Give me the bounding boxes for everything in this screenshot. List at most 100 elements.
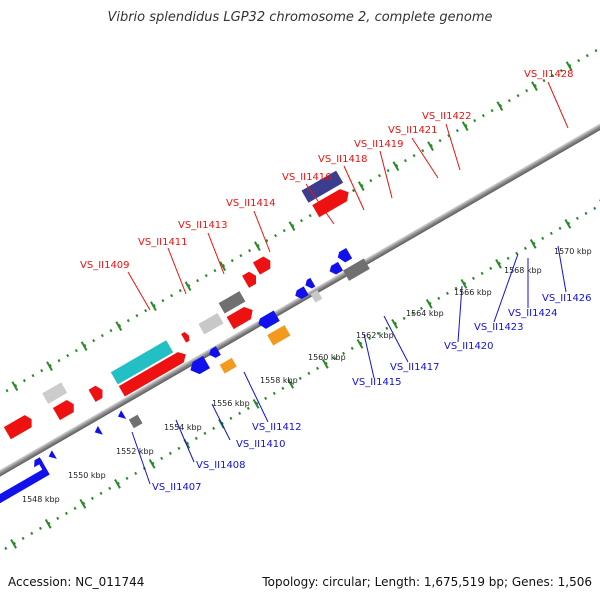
outer-track-ticks: [11, 61, 573, 391]
track-tick: [565, 61, 573, 71]
gene-arrow[interactable]: [181, 331, 191, 343]
gene-label[interactable]: VS_II1412: [252, 422, 302, 433]
gene-arrow[interactable]: [303, 277, 316, 291]
track-tick: [148, 459, 156, 469]
scale-tick-label: 1560 kbp: [308, 353, 346, 362]
track-tick: [11, 381, 19, 391]
gene-arrow[interactable]: [47, 450, 57, 462]
gene-label[interactable]: VS_II1428: [524, 69, 574, 80]
gene-arrow[interactable]: [336, 247, 353, 264]
scale-tick-label: 1554 kbp: [164, 423, 202, 432]
gene-arrow[interactable]: [252, 255, 274, 275]
track-tick: [253, 241, 261, 251]
gene-block[interactable]: [301, 170, 344, 203]
gene-label[interactable]: VS_II1408: [196, 460, 246, 471]
scale-tick-label: 1562 kbp: [356, 331, 394, 340]
track-tick: [114, 479, 121, 489]
scale-tick-label: 1566 kbp: [454, 288, 492, 297]
gene-label[interactable]: VS_II1422: [422, 111, 472, 122]
inner-dotted-track: [0, 127, 600, 590]
map-title: Vibrio splendidus LGP32 chromosome 2, co…: [107, 10, 493, 25]
scale-tick-label: 1548 kbp: [22, 495, 60, 504]
gene-block[interactable]: [219, 357, 237, 374]
track-tick: [184, 281, 192, 291]
gene-label[interactable]: VS_II1419: [354, 139, 404, 150]
genome-summary-text: Topology: circular; Length: 1,675,519 bp…: [262, 575, 592, 589]
track-tick: [461, 121, 469, 131]
track-tick: [115, 321, 123, 331]
gene-arrow[interactable]: [3, 413, 35, 440]
inner-track-ticks: [10, 199, 600, 549]
gene-arrow[interactable]: [0, 457, 43, 493]
gene-label[interactable]: VS_II1414: [226, 198, 276, 209]
track-tick: [79, 499, 87, 509]
gene-label[interactable]: VS_II1421: [388, 125, 438, 136]
gene-label[interactable]: VS_II1409: [80, 260, 130, 271]
track-tick: [564, 219, 572, 229]
gene-label[interactable]: VS_II1424: [508, 308, 558, 319]
gene-label[interactable]: VS_II1423: [474, 322, 524, 333]
gene-block[interactable]: [42, 382, 68, 404]
gene-label[interactable]: VS_II1411: [138, 237, 188, 248]
accession-text: Accession: NC_011744: [8, 575, 145, 589]
label-leaders-bottom: [131, 245, 567, 485]
gene-label[interactable]: VS_II1415: [352, 377, 402, 388]
track-tick: [44, 519, 52, 529]
scale-tick-label: 1556 kbp: [212, 399, 250, 408]
track-tick: [425, 299, 433, 309]
gene-label[interactable]: VS_II1418: [318, 154, 368, 165]
forward-strand-features: [3, 170, 352, 440]
scale-tick-label: 1564 kbp: [406, 309, 444, 318]
track-tick: [357, 181, 365, 191]
gene-labels-top: VS_II1409 VS_II1411 VS_II1413 VS_II1414 VS_I…: [80, 69, 574, 271]
gene-arrow[interactable]: [118, 349, 189, 397]
track-tick: [252, 399, 260, 409]
track-tick: [321, 359, 329, 369]
gene-block[interactable]: [310, 290, 323, 303]
scale-tick-label: 1570 kbp: [554, 247, 592, 256]
track-tick: [288, 221, 296, 231]
gene-block[interactable]: [198, 313, 224, 335]
track-tick: [460, 279, 468, 289]
track-tick: [46, 361, 53, 371]
scale-tick-label: 1552 kbp: [116, 447, 154, 456]
gene-arrow[interactable]: [93, 425, 103, 438]
gene-block[interactable]: [128, 414, 143, 429]
gene-arrow[interactable]: [52, 398, 77, 421]
reverse-strand-features: [0, 247, 370, 508]
gene-block[interactable]: [267, 325, 291, 346]
scale-tick-label: 1568 kbp: [504, 266, 542, 275]
gene-arrow[interactable]: [226, 304, 257, 330]
chromosome-backbone: [0, 67, 600, 533]
gene-arrow[interactable]: [312, 186, 352, 218]
gene-arrow[interactable]: [207, 346, 221, 360]
gene-block[interactable]: [110, 340, 174, 385]
gene-label[interactable]: VS_II1416: [282, 172, 332, 183]
gene-labels-bottom: VS_II1407 VS_II1408 VS_II1410 VS_II1412 VS_I…: [152, 293, 592, 493]
track-tick: [287, 379, 295, 389]
gene-arrow[interactable]: [328, 261, 344, 277]
gene-label[interactable]: VS_II1407: [152, 482, 202, 493]
track-tick: [10, 539, 17, 549]
gene-label[interactable]: VS_II1413: [178, 220, 228, 231]
gene-label[interactable]: VS_II1410: [236, 439, 286, 450]
gene-arrow[interactable]: [256, 310, 280, 331]
gene-arrow[interactable]: [187, 356, 211, 377]
gene-arrow[interactable]: [242, 270, 259, 288]
track-tick: [495, 259, 502, 269]
track-tick: [356, 339, 364, 349]
gene-arrow[interactable]: [88, 384, 106, 402]
track-tick: [529, 239, 537, 249]
outer-dotted-track: [0, 10, 600, 473]
gene-arrow[interactable]: [293, 286, 309, 301]
gene-arrow[interactable]: [116, 410, 127, 422]
gene-label[interactable]: VS_II1426: [542, 293, 592, 304]
track-tick: [150, 301, 157, 311]
gene-block[interactable]: [218, 291, 246, 314]
gene-label[interactable]: VS_II1417: [390, 362, 440, 373]
gene-label[interactable]: VS_II1420: [444, 341, 494, 352]
track-tick: [80, 341, 88, 351]
gene-block[interactable]: [343, 258, 370, 281]
gene-arrow[interactable]: [0, 458, 50, 508]
